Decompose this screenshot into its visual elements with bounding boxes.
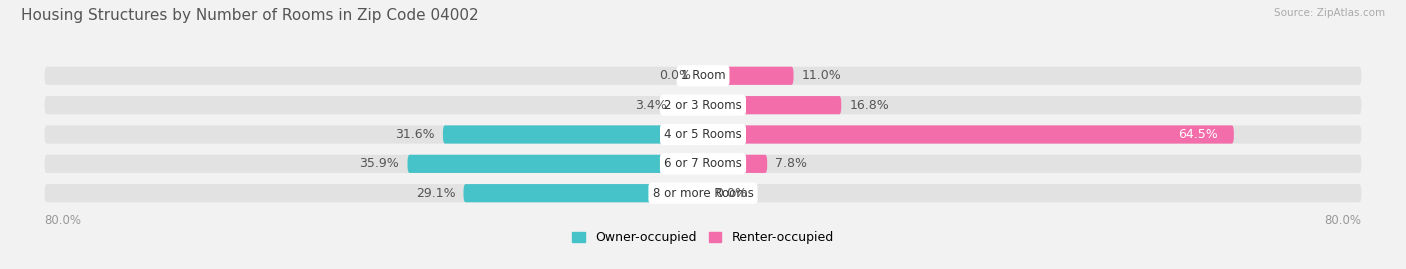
Text: 3.4%: 3.4%: [636, 99, 666, 112]
Text: 16.8%: 16.8%: [849, 99, 889, 112]
Text: 11.0%: 11.0%: [801, 69, 842, 82]
FancyBboxPatch shape: [45, 67, 1361, 85]
Text: 31.6%: 31.6%: [395, 128, 434, 141]
Text: 1 Room: 1 Room: [681, 69, 725, 82]
Text: 80.0%: 80.0%: [1324, 214, 1361, 227]
FancyBboxPatch shape: [703, 96, 841, 114]
Text: 6 or 7 Rooms: 6 or 7 Rooms: [664, 157, 742, 170]
Text: Source: ZipAtlas.com: Source: ZipAtlas.com: [1274, 8, 1385, 18]
Text: 64.5%: 64.5%: [1178, 128, 1218, 141]
FancyBboxPatch shape: [45, 96, 1361, 114]
FancyBboxPatch shape: [703, 125, 1234, 144]
Text: 0.0%: 0.0%: [716, 187, 748, 200]
FancyBboxPatch shape: [45, 184, 1361, 202]
FancyBboxPatch shape: [464, 184, 703, 202]
Text: 4 or 5 Rooms: 4 or 5 Rooms: [664, 128, 742, 141]
Text: 35.9%: 35.9%: [360, 157, 399, 170]
Text: 29.1%: 29.1%: [416, 187, 456, 200]
Text: 0.0%: 0.0%: [658, 69, 690, 82]
FancyBboxPatch shape: [443, 125, 703, 144]
Text: 7.8%: 7.8%: [776, 157, 807, 170]
Text: 80.0%: 80.0%: [45, 214, 82, 227]
FancyBboxPatch shape: [703, 67, 793, 85]
Text: 8 or more Rooms: 8 or more Rooms: [652, 187, 754, 200]
Text: 2 or 3 Rooms: 2 or 3 Rooms: [664, 99, 742, 112]
FancyBboxPatch shape: [675, 96, 703, 114]
FancyBboxPatch shape: [703, 155, 768, 173]
Text: Housing Structures by Number of Rooms in Zip Code 04002: Housing Structures by Number of Rooms in…: [21, 8, 478, 23]
FancyBboxPatch shape: [45, 155, 1361, 173]
Legend: Owner-occupied, Renter-occupied: Owner-occupied, Renter-occupied: [572, 231, 834, 245]
FancyBboxPatch shape: [408, 155, 703, 173]
FancyBboxPatch shape: [45, 125, 1361, 144]
